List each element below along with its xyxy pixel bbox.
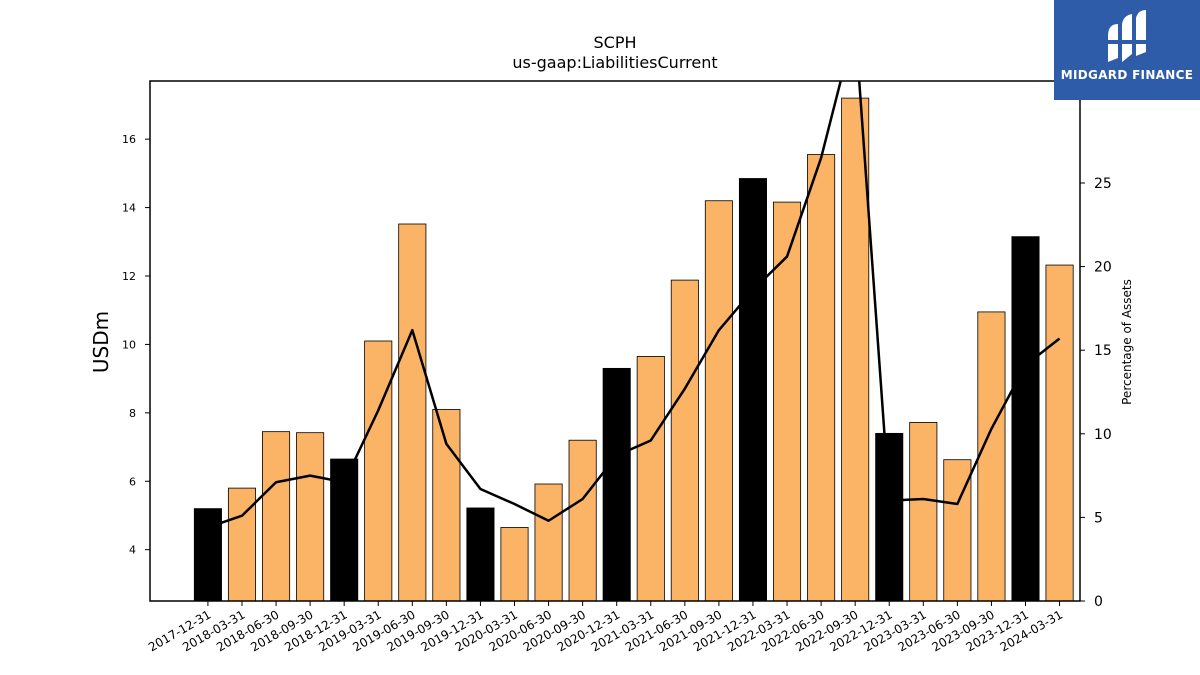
- y-tick-label-16: 16: [122, 133, 136, 146]
- bar-2021-03-31: [636, 355, 665, 601]
- y2-tick-label-10: 10: [1094, 427, 1112, 443]
- bar-2023-03-31: [909, 422, 938, 601]
- percentage-of-assets-line: [207, 81, 1061, 529]
- bar-2019-12-31: [466, 507, 495, 601]
- bar-2022-09-30: [841, 97, 870, 601]
- y2-tick-label-25: 25: [1094, 176, 1112, 192]
- bar-2021-06-30: [670, 279, 699, 601]
- bar-2017-12-31: [193, 508, 222, 601]
- midgard-finance-logo: MIDGARD FINANCE: [1054, 0, 1200, 100]
- y2-axis-label: Percentage of Assets: [1120, 279, 1134, 405]
- y-tick-label-6: 6: [129, 475, 136, 488]
- bar-2023-09-30: [977, 311, 1006, 601]
- y2-tick-label-15: 15: [1094, 343, 1112, 359]
- bar-2022-03-31: [773, 201, 802, 601]
- bar-2018-09-30: [296, 432, 325, 601]
- bar-2022-12-31: [875, 432, 904, 601]
- y-tick-label-8: 8: [129, 407, 136, 420]
- logo-text: MIDGARD FINANCE: [1060, 68, 1194, 82]
- y-tick-label-12: 12: [122, 270, 136, 283]
- bar-2020-09-30: [568, 439, 597, 601]
- y2-tick-label-5: 5: [1094, 510, 1103, 526]
- y-tick-label-10: 10: [122, 338, 136, 351]
- bars-layer: [193, 97, 1074, 601]
- plot-frame: [149, 80, 1081, 602]
- bar-2021-09-30: [704, 200, 733, 601]
- bar-2020-03-31: [500, 527, 529, 601]
- y2-tick-label-0: 0: [1094, 594, 1103, 610]
- y-axis-label: USDm: [89, 311, 113, 373]
- chart-subtitle: us-gaap:LiabilitiesCurrent: [512, 53, 717, 72]
- bar-2019-06-30: [398, 223, 427, 601]
- y2-tick-label-20: 20: [1094, 260, 1112, 276]
- bar-2022-06-30: [807, 154, 836, 601]
- bar-2018-06-30: [262, 431, 291, 601]
- chart-title: SCPH: [593, 33, 636, 52]
- line-layer: [207, 81, 1061, 529]
- bar-2021-12-31: [738, 178, 767, 601]
- bar-2019-09-30: [432, 409, 461, 601]
- bar-2020-12-31: [602, 367, 631, 601]
- y-tick-label-4: 4: [129, 544, 136, 557]
- y-tick-label-14: 14: [122, 202, 136, 215]
- midgard-logo-icon: [1106, 10, 1148, 62]
- bar-2019-03-31: [364, 340, 393, 601]
- bar-2020-06-30: [534, 483, 563, 601]
- bar-2023-12-31: [1011, 236, 1040, 601]
- bar-2024-03-31: [1045, 264, 1074, 601]
